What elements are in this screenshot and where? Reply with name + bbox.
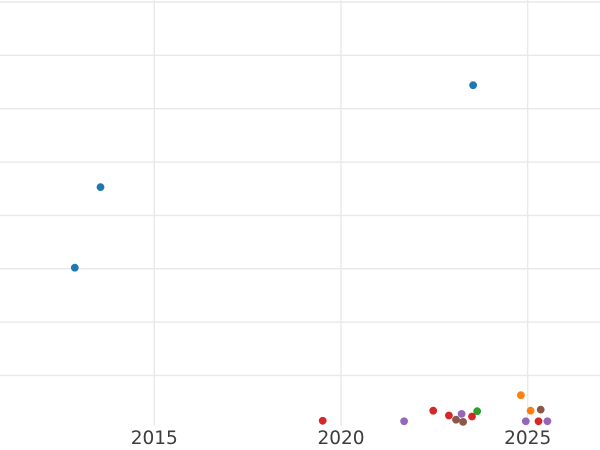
data-points (70, 81, 552, 426)
data-point-purple (457, 410, 466, 418)
data-point-red (429, 406, 438, 415)
data-point-orange (517, 391, 525, 400)
data-point-purple (521, 417, 530, 426)
series-orange (517, 391, 535, 415)
data-point-red (318, 416, 327, 425)
data-point-green (473, 407, 482, 416)
data-point-red (445, 411, 453, 420)
data-point-blue (70, 263, 79, 272)
data-point-brown (459, 418, 467, 426)
series-blue (70, 81, 477, 272)
data-point-purple (400, 417, 408, 426)
data-point-blue (96, 183, 105, 192)
x-axis-tick-labels: 2015 2020 2025 (131, 428, 551, 449)
data-point-orange (526, 406, 535, 415)
gridlines (0, 0, 600, 426)
series-red (318, 406, 543, 426)
data-point-purple (543, 417, 552, 426)
data-point-blue (469, 81, 477, 90)
series-green (473, 407, 482, 416)
x-tick-label: 2020 (317, 428, 364, 449)
data-point-red (468, 412, 476, 421)
series-brown (452, 405, 545, 426)
data-point-brown (536, 405, 545, 414)
data-point-red (534, 417, 543, 426)
x-tick-label: 2025 (504, 428, 551, 449)
series-purple (400, 410, 552, 426)
data-point-brown (452, 415, 460, 424)
x-tick-label: 2015 (131, 428, 178, 449)
